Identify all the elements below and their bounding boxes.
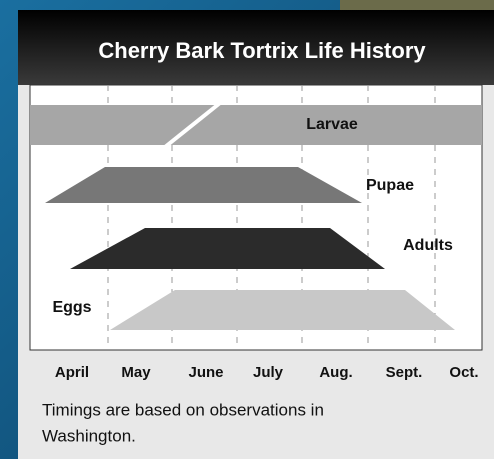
month-label: July <box>253 364 284 381</box>
stage-label: Eggs <box>52 299 91 316</box>
month-label: June <box>188 364 223 381</box>
caption: Timings are based on observations in <box>42 400 324 419</box>
month-label: April <box>55 364 89 381</box>
month-label: Sept. <box>386 364 423 381</box>
caption: Washington. <box>42 426 136 445</box>
title: Cherry Bark Tortrix Life History <box>98 38 426 63</box>
larvae-band <box>30 105 482 145</box>
month-label: Aug. <box>319 364 352 381</box>
stage-label: Larvae <box>306 116 358 133</box>
month-label: Oct. <box>449 364 478 381</box>
stage-label: Pupae <box>366 177 414 194</box>
slide: Cherry Bark Tortrix Life History Larvae … <box>0 0 494 459</box>
month-label: May <box>121 364 151 381</box>
stage-label: Adults <box>403 237 453 254</box>
